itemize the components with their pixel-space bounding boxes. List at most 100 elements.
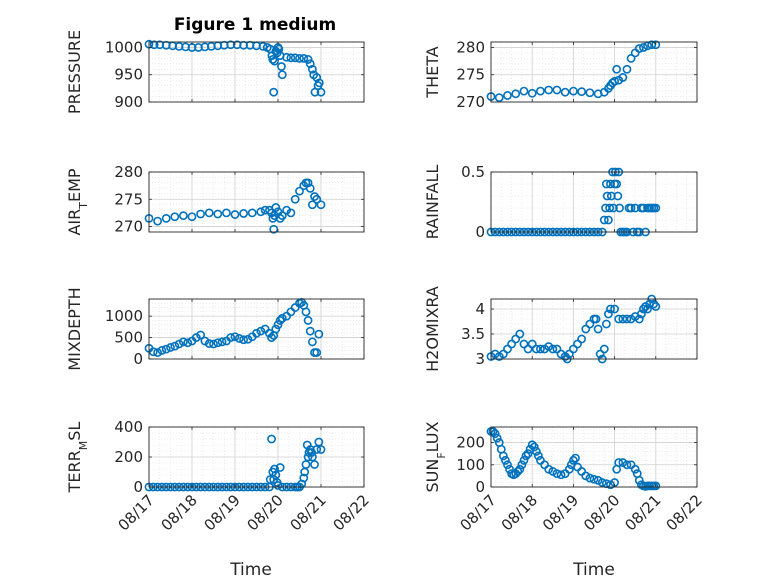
- data-point: [519, 455, 529, 465]
- x-tick-label: 08/18: [498, 491, 541, 534]
- data-point: [618, 314, 628, 324]
- data-point: [614, 314, 624, 324]
- data-point: [630, 203, 640, 213]
- data-point: [634, 475, 644, 485]
- data-point: [178, 211, 188, 221]
- data-point: [299, 53, 309, 63]
- data-point: [243, 334, 253, 344]
- data-point: [234, 334, 244, 343]
- data-point: [614, 458, 624, 467]
- data-point: [626, 203, 636, 213]
- data-point: [505, 464, 514, 474]
- data-point: [612, 64, 622, 74]
- data-point: [556, 470, 566, 480]
- series-markers: [144, 298, 324, 357]
- data-point: [170, 212, 180, 222]
- y-tick-label: 400: [114, 418, 143, 436]
- data-point: [488, 427, 498, 436]
- data-point: [511, 89, 521, 99]
- data-point: [610, 76, 619, 86]
- data-point: [599, 344, 609, 354]
- subplot-7: 0 200 400 TERRMSL 08/17 08/18 08/19 08/20 08/21 0…: [65, 418, 373, 534]
- data-point: [271, 203, 281, 212]
- data-point: [307, 200, 317, 210]
- data-point: [295, 186, 304, 196]
- data-point: [273, 320, 283, 330]
- data-point: [523, 449, 533, 459]
- subplot-5: 0 500 1000 MIXDEPTH: [65, 287, 365, 371]
- data-point: [639, 43, 648, 52]
- axes-box: [490, 426, 698, 488]
- data-point: [569, 455, 578, 465]
- axes-box: [148, 41, 365, 103]
- y-tick-label: 4: [475, 300, 485, 318]
- data-point: [622, 460, 632, 470]
- data-point: [196, 330, 205, 340]
- data-point: [269, 224, 279, 234]
- x-tick-label: 08/19: [201, 491, 244, 534]
- data-point: [174, 339, 184, 349]
- subplot-2: 270 275 280 THETA: [423, 38, 698, 111]
- data-point: [651, 302, 661, 311]
- data-point: [515, 464, 525, 474]
- data-point: [316, 87, 326, 97]
- data-point: [209, 339, 218, 349]
- data-point: [196, 209, 205, 219]
- data-point: [498, 451, 508, 461]
- data-point: [299, 473, 309, 483]
- subplot-1: 900 950 1000 PRESSURE: [65, 30, 365, 114]
- data-point: [148, 347, 158, 357]
- data-point: [301, 460, 311, 469]
- y-axis-label: MIXDEPTH: [65, 287, 84, 370]
- data-point: [303, 316, 313, 325]
- data-point: [270, 464, 279, 474]
- data-point: [597, 478, 607, 487]
- data-point: [615, 203, 624, 213]
- data-point: [634, 314, 644, 324]
- data-point: [178, 337, 188, 347]
- x-axis-label-left: Time: [229, 560, 272, 580]
- data-point: [286, 208, 296, 218]
- y-tick-label: 100: [456, 456, 485, 474]
- y-axis-label: THETA: [423, 46, 442, 98]
- data-point: [503, 91, 512, 100]
- axes-box: [148, 298, 365, 360]
- data-point: [552, 85, 562, 95]
- data-point: [204, 208, 214, 218]
- y-tick-label: 275: [456, 66, 485, 84]
- series-markers: [486, 427, 661, 491]
- data-point: [564, 464, 574, 474]
- y-tick-label: 200: [114, 448, 143, 466]
- data-point: [517, 460, 527, 470]
- data-point: [630, 464, 640, 474]
- data-point: [275, 463, 285, 472]
- y-tick-label: 500: [114, 329, 143, 347]
- x-tick-label: 08/17: [457, 491, 500, 534]
- subplot-6: 3 3.5 4 H2OMIXRA: [423, 286, 698, 372]
- data-point: [265, 475, 275, 484]
- data-point: [268, 55, 278, 64]
- data-point: [577, 334, 587, 344]
- data-point: [312, 194, 322, 204]
- y-tick-label: 1000: [105, 38, 143, 56]
- axes-box: [148, 171, 365, 233]
- data-point: [153, 348, 162, 357]
- data-point: [239, 209, 248, 218]
- data-point: [277, 211, 287, 221]
- data-point: [601, 319, 611, 329]
- data-point: [305, 326, 315, 336]
- data-point: [314, 437, 324, 447]
- data-point: [585, 473, 595, 483]
- data-point: [267, 434, 276, 444]
- y-axis-label: AIRTEMP: [65, 168, 90, 235]
- y-tick-label: 270: [456, 93, 485, 111]
- data-point: [273, 481, 283, 490]
- data-point: [527, 88, 537, 98]
- y-axis-label: H2OMIXRA: [423, 286, 442, 372]
- y-tick-label: 3.5: [461, 325, 485, 343]
- data-point: [536, 344, 545, 354]
- y-axis-label: RAINFALL: [423, 165, 442, 240]
- data-point: [290, 53, 300, 63]
- data-point: [204, 339, 214, 348]
